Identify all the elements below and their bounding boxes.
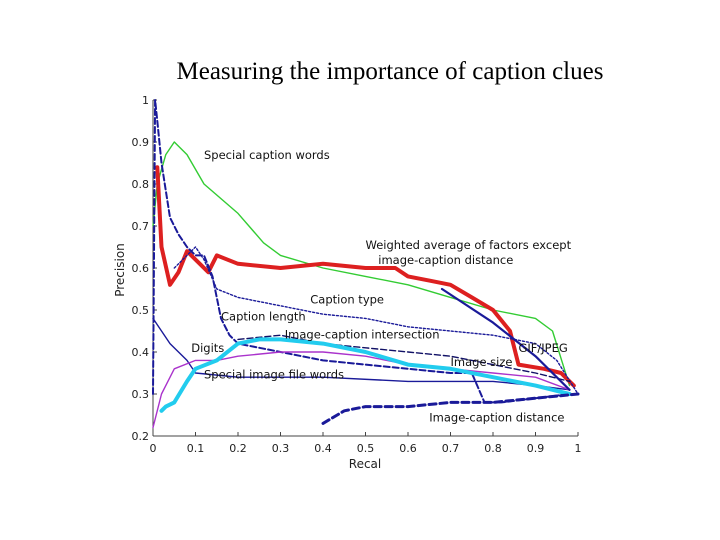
annotation-label: Special image file words [204,367,344,381]
y-tick-label: 0.7 [132,220,150,233]
x-tick-label: 0.8 [484,442,502,455]
annotation-label: Image-caption distance [429,410,564,424]
y-tick-label: 1 [142,94,149,107]
y-axis-label: Precision [113,243,127,297]
y-tick-label: 0.2 [132,430,150,443]
x-tick-label: 0.6 [399,442,417,455]
x-tick-label: 0.1 [187,442,205,455]
x-tick-label: 0.3 [272,442,290,455]
annotation-label: Caption length [221,310,306,324]
y-tick-label: 0.9 [132,136,150,149]
annotation-label: Special caption words [204,148,330,162]
y-tick-label: 0.5 [132,304,150,317]
x-tick-label: 0.4 [314,442,332,455]
x-ticks: 0 0.1 0.2 0.3 0.4 0.5 0.6 0.7 0.8 0.9 1 [150,432,582,455]
y-tick-label: 0.3 [132,388,150,401]
x-tick-label: 0.2 [229,442,247,455]
x-tick-label: 0.5 [357,442,375,455]
annotation-label: Weighted average of factors except [366,238,572,252]
x-tick-label: 0.9 [527,442,545,455]
annotation-label: GIF/JPEG [519,341,568,355]
x-axis-label: Recal [349,457,381,471]
annotation-label: Digits [191,341,224,355]
annotation-label: Image-caption intersection [285,328,440,342]
x-tick-label: 1 [575,442,582,455]
y-tick-label: 0.8 [132,178,150,191]
y-tick-label: 0.6 [132,262,150,275]
x-tick-label: 0.7 [442,442,460,455]
annotation-label: Caption type [310,293,384,307]
y-tick-label: 0.4 [132,346,150,359]
annotation-label: image-caption distance [378,253,513,267]
x-tick-label: 0 [150,442,157,455]
annotation-label: Image size [451,355,513,369]
